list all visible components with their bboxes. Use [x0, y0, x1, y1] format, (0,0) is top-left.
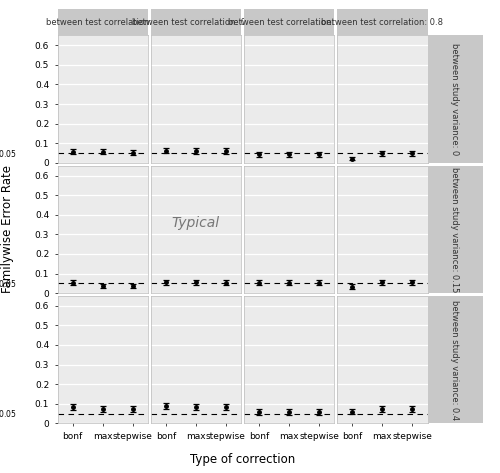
Text: between study variance: 0.15: between study variance: 0.15	[450, 166, 460, 292]
Text: $\alpha$=0.05: $\alpha$=0.05	[0, 148, 17, 158]
Text: Familywise Error Rate: Familywise Error Rate	[1, 166, 14, 293]
Text: Typical: Typical	[172, 216, 220, 230]
Text: between study variance: 0: between study variance: 0	[450, 43, 460, 155]
Text: between test correlation: 0.5: between test correlation: 0.5	[228, 18, 350, 27]
Text: $\alpha$=0.05: $\alpha$=0.05	[0, 408, 17, 419]
Text: between test correlation: 0.8: between test correlation: 0.8	[322, 18, 444, 27]
Text: $\alpha$=0.05: $\alpha$=0.05	[0, 278, 17, 289]
Text: Type of correction: Type of correction	[190, 453, 295, 466]
Text: between test correlation: 0: between test correlation: 0	[46, 18, 160, 27]
Text: between test correlation: 0.27: between test correlation: 0.27	[132, 18, 260, 27]
Text: between study variance: 0.4: between study variance: 0.4	[450, 299, 460, 420]
